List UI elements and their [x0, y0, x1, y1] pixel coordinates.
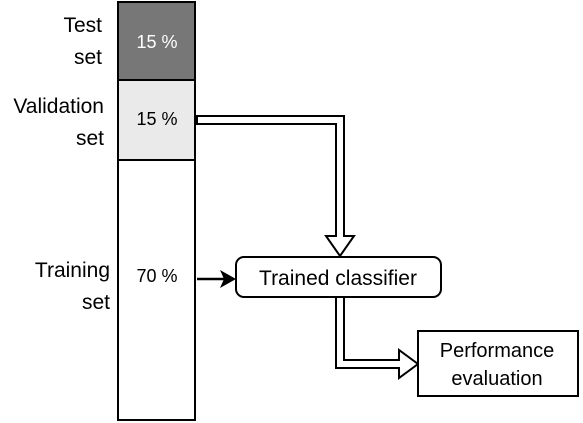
training-set-label-line2: set	[82, 291, 110, 314]
validation-set-segment	[117, 79, 196, 161]
test-set-percent: 15 %	[136, 32, 177, 52]
test-set-label-line1: Test	[63, 14, 102, 37]
training-to-classifier-arrowhead	[220, 270, 236, 288]
trained-classifier-label: Trained classifier	[259, 267, 417, 290]
performance-evaluation-label-line2: evaluation	[451, 368, 542, 390]
performance-evaluation-label-line1: Performance	[440, 340, 555, 362]
validation-set-label-line1: Validation	[13, 95, 104, 118]
performance-evaluation-box	[417, 330, 579, 397]
validation-set-percent: 15 %	[136, 109, 177, 129]
training-set-segment	[117, 159, 196, 421]
training-set-percent: 70 %	[136, 266, 177, 286]
test-set-segment	[117, 1, 196, 81]
validation-set-label-line2: set	[76, 127, 104, 150]
training-set-label-line1: Training	[35, 259, 110, 282]
validation-to-classifier-arrow	[196, 115, 356, 258]
classifier-to-evaluation-arrow	[335, 296, 420, 380]
test-set-label-line2: set	[74, 46, 102, 69]
